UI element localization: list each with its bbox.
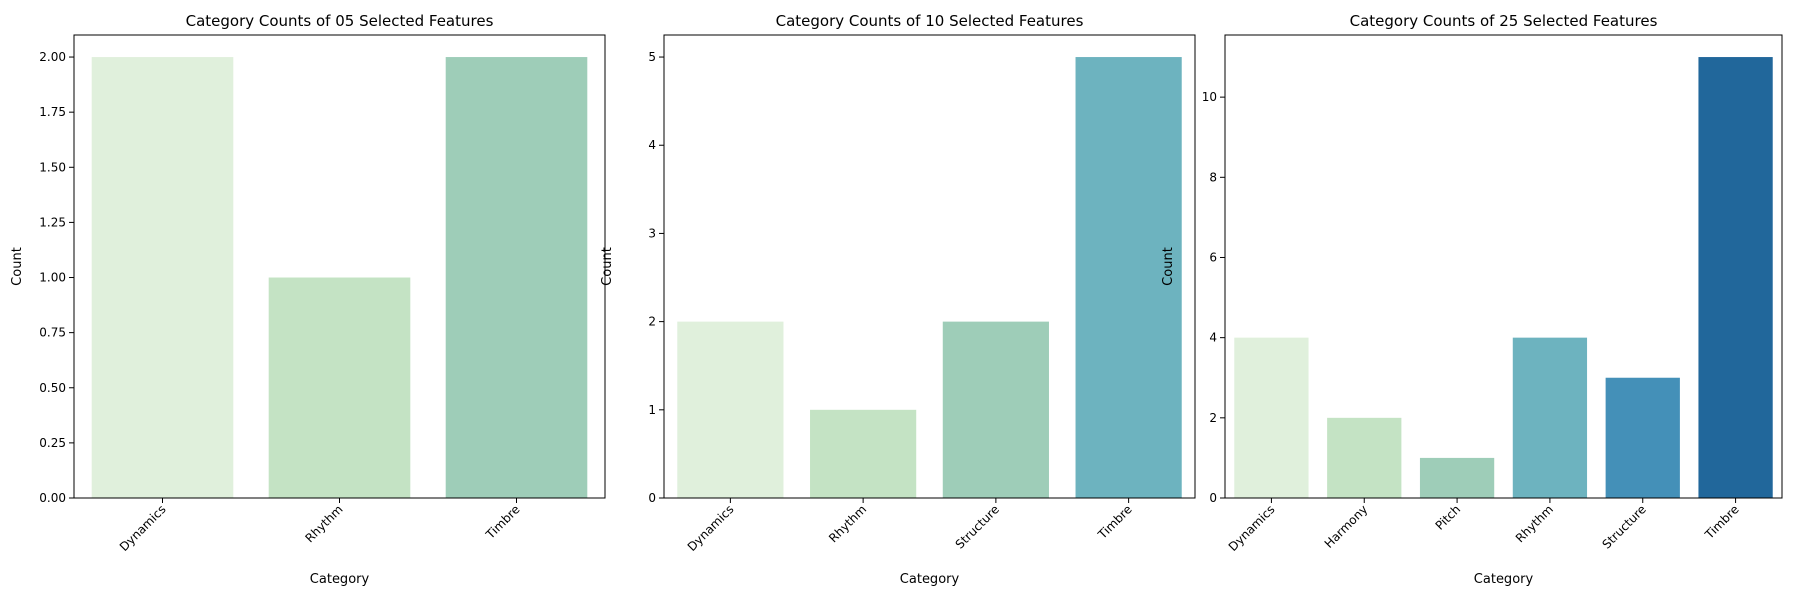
y-tick-label: 1.75 [39,105,66,119]
bar-structure [942,321,1049,498]
bar-dynamics [91,57,234,499]
chart-panel-3: 0 2 4 6 8 10 Dynamics Harmony Pitch Rhythm Structu… [1161,12,1783,587]
x-axis-label: Category [1474,572,1534,587]
y-axis-label: Count [1161,247,1176,286]
chart-panel-2: 0 1 2 3 4 5 Dynamics Rhythm Structure Timbre Categ… [600,12,1196,587]
y-tick-label: 2.00 [39,50,66,64]
y-tick-label: 6 [1209,250,1217,264]
y-tick-label: 10 [1202,90,1217,104]
x-axis-label: Category [900,572,960,587]
y-tick-label: 1.25 [39,215,66,229]
x-tick-label-timbre: Timbre [483,502,523,542]
bar-dynamics [1234,337,1309,498]
x-tick-label-timbre: Timbre [1095,502,1135,542]
y-axis-label: Count [600,247,615,286]
y-tick-label: 2 [1209,411,1217,425]
y-tick-label: 1.00 [39,271,66,285]
x-tick-label-timbre: Timbre [1702,502,1742,542]
x-tick-label-dynamics: Dynamics [685,502,737,554]
y-tick-label: 0 [1209,491,1217,505]
x-tick-label-rhythm: Rhythm [302,502,345,545]
chart-title: Category Counts of 05 Selected Features [186,12,494,30]
axes-frame [663,34,1196,499]
x-tick-label-dynamics: Dynamics [117,502,169,554]
chart-title: Category Counts of 25 Selected Features [1350,12,1658,30]
chart-panel-1: 0.00 0.25 0.50 0.75 1.00 1.25 1.50 1.75 2.00 Dyna… [10,12,606,587]
bar-rhythm [1512,337,1588,498]
axes-frame [1224,34,1783,499]
bar-timbre [1698,57,1773,499]
y-tick-label: 0.00 [39,491,66,505]
y-tick-label: 4 [1209,331,1217,345]
y-tick-label: 0.75 [39,326,66,340]
y-tick-label: 0 [648,491,656,505]
bar-timbre [1075,57,1182,499]
y-tick-label: 5 [648,50,656,64]
x-tick-label-harmony: Harmony [1322,502,1371,551]
y-tick-label: 4 [648,138,656,152]
x-tick-label-structure: Structure [953,502,1002,551]
bar-harmony [1327,417,1402,498]
y-tick-label: 1.50 [39,160,66,174]
x-tick-label-structure: Structure [1599,502,1648,551]
y-tick-label: 1 [648,403,656,417]
x-axis-label: Category [310,572,370,587]
y-tick-label: 0.50 [39,381,66,395]
y-axis-label: Count [10,247,25,286]
bar-timbre [445,57,588,499]
y-tick-label: 3 [648,226,656,240]
bar-rhythm [268,277,411,498]
x-tick-label-pitch: Pitch [1433,502,1464,533]
chart-title: Category Counts of 10 Selected Features [776,12,1084,30]
bar-rhythm [810,409,917,498]
x-tick-label-dynamics: Dynamics [1226,502,1278,554]
y-tick-label: 2 [648,315,656,329]
y-tick-label: 0.25 [39,436,66,450]
bar-structure [1605,377,1680,498]
x-tick-label-rhythm: Rhythm [826,502,869,545]
bar-dynamics [677,321,784,498]
y-tick-label: 8 [1209,170,1217,184]
x-tick-label-rhythm: Rhythm [1513,502,1556,545]
bar-pitch [1419,457,1495,498]
